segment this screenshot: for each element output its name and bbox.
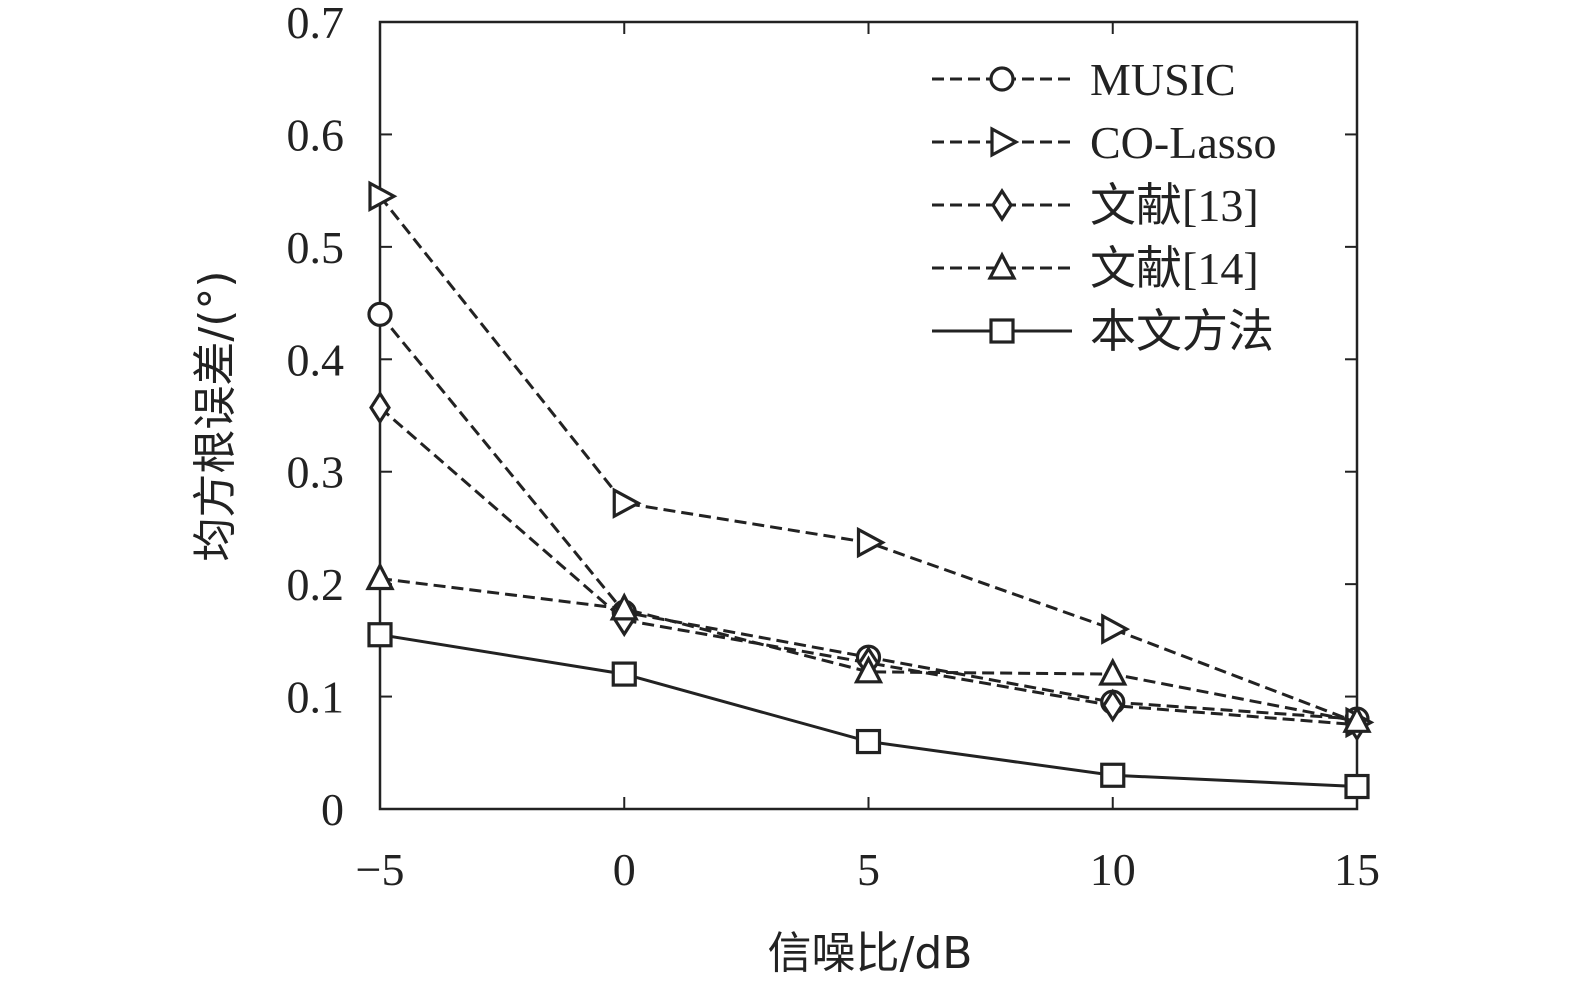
legend-entry: CO-Lasso — [932, 117, 1277, 168]
y-tick-label: 0 — [321, 784, 344, 835]
data-point — [856, 526, 886, 559]
data-point — [1342, 704, 1372, 733]
y-tick-label: 0.5 — [287, 222, 345, 273]
series-square — [367, 622, 1370, 800]
data-point — [853, 655, 884, 684]
legend-entry: 文献[14] — [932, 243, 1259, 294]
x-tick-label: 15 — [1334, 844, 1380, 895]
legend-entry: 文献[13] — [932, 180, 1259, 231]
y-tick-label: 0.7 — [287, 0, 345, 48]
legend-entry: MUSIC — [932, 54, 1236, 105]
data-point — [368, 180, 398, 212]
y-axis: 0 0.1 0.2 0.3 0.4 0.5 0.6 0.7 — [287, 0, 1357, 835]
legend-label: CO-Lasso — [1090, 117, 1277, 168]
legend-label: 本文方法 — [1090, 306, 1274, 357]
y-tick-label: 0.2 — [287, 559, 345, 610]
legend: MUSIC CO-Lasso 文献[13] 文献[14] 本文方法 — [932, 54, 1277, 357]
y-axis-title: 均方根误差/(°) — [190, 270, 241, 561]
legend-label: 文献[14] — [1090, 243, 1259, 294]
data-point — [369, 390, 391, 425]
data-point — [1101, 613, 1131, 645]
x-tick-label: 0 — [613, 844, 636, 895]
data-point — [367, 301, 393, 327]
data-point — [612, 487, 642, 519]
series-line — [379, 406, 1358, 727]
data-point — [1101, 688, 1124, 723]
legend-marker — [990, 126, 1020, 158]
y-tick-label: 0.6 — [287, 109, 345, 160]
data-point — [367, 622, 393, 648]
legend-entry: 本文方法 — [932, 306, 1274, 357]
legend-label: MUSIC — [1090, 54, 1236, 105]
data-point — [855, 728, 882, 755]
data-point — [611, 661, 637, 687]
legend-marker — [991, 188, 1013, 222]
x-axis-title: 信噪比/dB — [768, 928, 973, 979]
series-triangle-up — [365, 562, 1372, 733]
series-layer — [365, 180, 1375, 800]
data-point — [1098, 657, 1128, 686]
y-tick-label: 0.1 — [287, 672, 345, 723]
series-line — [379, 577, 1358, 723]
legend-label: 文献[13] — [1090, 180, 1259, 231]
series-diamond — [369, 390, 1368, 742]
data-point — [1344, 773, 1370, 800]
legend-marker — [989, 66, 1015, 92]
x-tick-label: −5 — [356, 844, 405, 895]
legend-marker — [987, 251, 1017, 280]
data-point — [1100, 762, 1126, 788]
data-point — [609, 592, 639, 621]
x-tick-label: 5 — [857, 844, 880, 895]
x-tick-label: 10 — [1090, 844, 1136, 895]
x-axis: −5 0 5 10 15 — [356, 22, 1380, 895]
data-point — [365, 562, 395, 591]
legend-marker — [989, 318, 1015, 344]
y-tick-label: 0.3 — [287, 447, 345, 498]
y-tick-label: 0.4 — [287, 334, 345, 385]
